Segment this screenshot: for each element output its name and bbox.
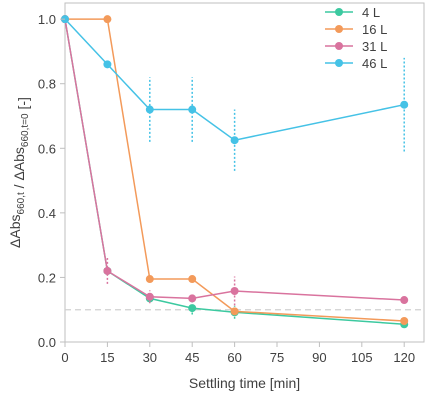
legend-label: 31 L bbox=[362, 39, 387, 54]
y-axis-label-text: / ΔAbs bbox=[11, 147, 27, 192]
x-tick-label: 60 bbox=[227, 350, 241, 365]
x-tick-label: 45 bbox=[185, 350, 199, 365]
data-point bbox=[145, 275, 154, 284]
series-line bbox=[64, 19, 405, 301]
y-tick-label: 0.4 bbox=[38, 206, 56, 221]
legend: 4 L 16 L 31 L 46 L bbox=[325, 5, 387, 71]
series-3 bbox=[61, 15, 409, 171]
legend-marker bbox=[335, 59, 343, 67]
y-tick-label: 0.0 bbox=[38, 335, 56, 350]
legend-label: 4 L bbox=[362, 5, 380, 20]
y-tick-label: 0.8 bbox=[38, 77, 56, 92]
x-tick-label: 30 bbox=[143, 350, 157, 365]
y-axis-label-subscript: 660,t=0 bbox=[20, 113, 31, 147]
series-line bbox=[64, 18, 405, 142]
legend-marker bbox=[335, 8, 343, 16]
series-1 bbox=[61, 15, 409, 326]
data-point bbox=[103, 266, 112, 275]
x-tick-label: 75 bbox=[270, 350, 284, 365]
x-tick-label: 120 bbox=[393, 350, 415, 365]
x-tick-label: 90 bbox=[312, 350, 326, 365]
legend-marker bbox=[335, 25, 343, 33]
x-tick-label: 105 bbox=[351, 350, 373, 365]
series-group bbox=[61, 15, 409, 329]
data-point bbox=[400, 296, 409, 305]
ticks-group: 0 15 30 45 60 75 90 105 120 0.0 0.2 0.4 0.6 0.8 1.0 bbox=[38, 12, 415, 365]
y-tick-label: 1.0 bbox=[38, 12, 56, 27]
series-line bbox=[64, 19, 405, 325]
x-axis-label: Settling time [min] bbox=[189, 375, 300, 391]
y-axis-label: ΔAbs660,t / ΔAbs660,t=0 [-] bbox=[7, 97, 31, 248]
y-tick-label: 0.2 bbox=[38, 270, 56, 285]
data-point bbox=[188, 304, 197, 313]
x-tick-label: 15 bbox=[100, 350, 114, 365]
y-axis-label-subscript: 660,t bbox=[16, 192, 27, 214]
data-point bbox=[400, 317, 409, 326]
data-point bbox=[145, 292, 154, 301]
y-axis-label-text: ΔAbs bbox=[7, 214, 23, 247]
y-axis-label-text: [-] bbox=[15, 97, 31, 113]
data-point bbox=[400, 100, 409, 109]
data-point bbox=[230, 307, 239, 316]
data-point bbox=[188, 275, 197, 284]
data-point bbox=[188, 105, 197, 114]
y-tick-label: 0.6 bbox=[38, 141, 56, 156]
data-point bbox=[103, 60, 112, 69]
series-line bbox=[65, 18, 405, 322]
data-point bbox=[230, 286, 239, 295]
series-2 bbox=[61, 15, 409, 306]
x-tick-label: 0 bbox=[61, 350, 68, 365]
legend-marker bbox=[335, 42, 343, 50]
legend-label: 46 L bbox=[362, 56, 387, 71]
data-point bbox=[188, 294, 197, 303]
plot-border bbox=[64, 2, 425, 343]
plot-frame bbox=[64, 2, 425, 343]
data-point bbox=[103, 15, 112, 24]
data-point bbox=[145, 105, 154, 114]
data-point bbox=[230, 136, 239, 145]
legend-label: 16 L bbox=[362, 22, 387, 37]
